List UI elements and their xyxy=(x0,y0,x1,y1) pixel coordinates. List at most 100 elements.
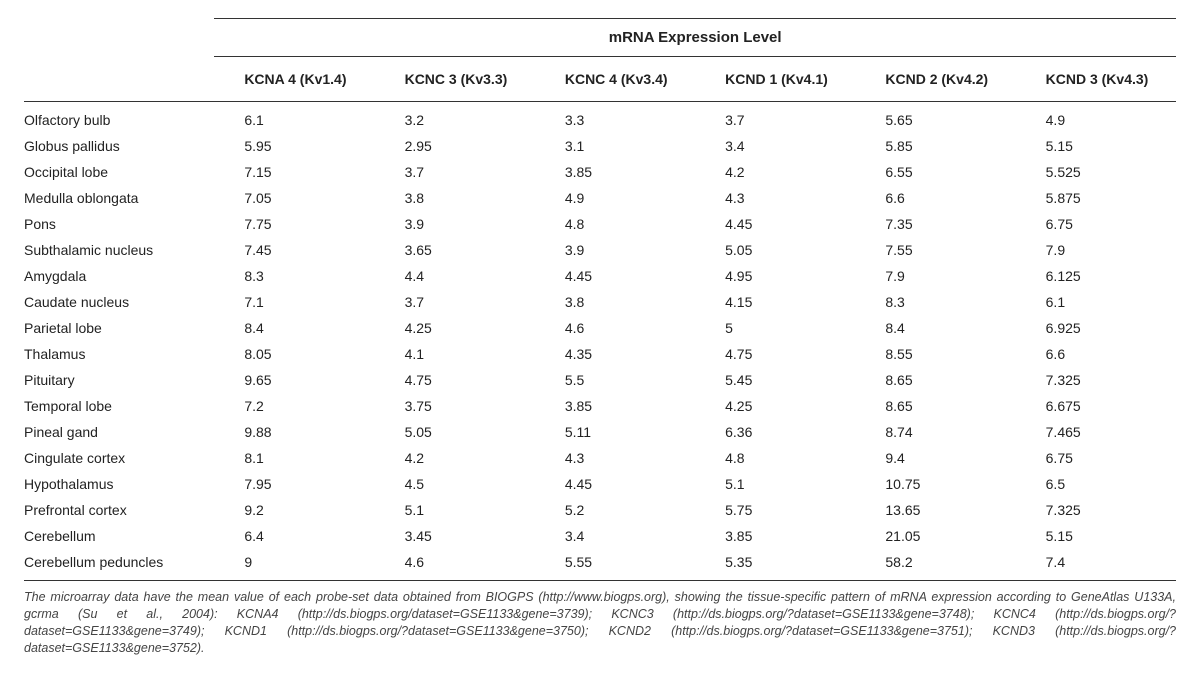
cell-value: 4.95 xyxy=(695,263,855,289)
cell-value: 8.4 xyxy=(855,315,1015,341)
table-row: Cerebellum peduncles94.65.555.3558.27.4 xyxy=(24,549,1176,581)
row-label: Medulla oblongata xyxy=(24,185,214,211)
table-row: Pituitary9.654.755.55.458.657.325 xyxy=(24,367,1176,393)
table-body: Olfactory bulb6.13.23.33.75.654.9Globus … xyxy=(24,102,1176,581)
cell-value: 3.85 xyxy=(535,159,695,185)
row-header-blank xyxy=(24,57,214,102)
cell-value: 6.36 xyxy=(695,419,855,445)
cell-value: 5.85 xyxy=(855,133,1015,159)
cell-value: 4.35 xyxy=(535,341,695,367)
cell-value: 5.55 xyxy=(535,549,695,581)
cell-value: 7.2 xyxy=(214,393,374,419)
cell-value: 7.05 xyxy=(214,185,374,211)
row-label: Prefrontal cortex xyxy=(24,497,214,523)
cell-value: 4.45 xyxy=(535,471,695,497)
cell-value: 4.8 xyxy=(695,445,855,471)
cell-value: 4.9 xyxy=(1016,102,1176,134)
cell-value: 3.7 xyxy=(375,159,535,185)
cell-value: 9.65 xyxy=(214,367,374,393)
cell-value: 8.65 xyxy=(855,393,1015,419)
cell-value: 3.85 xyxy=(695,523,855,549)
cell-value: 3.3 xyxy=(535,102,695,134)
cell-value: 5.525 xyxy=(1016,159,1176,185)
table-footnote: The microarray data have the mean value … xyxy=(24,581,1176,657)
cell-value: 9.88 xyxy=(214,419,374,445)
col-header: KCND 1 (Kv4.1) xyxy=(695,57,855,102)
cell-value: 5 xyxy=(695,315,855,341)
cell-value: 7.45 xyxy=(214,237,374,263)
cell-value: 7.325 xyxy=(1016,367,1176,393)
cell-value: 4.2 xyxy=(695,159,855,185)
cell-value: 3.8 xyxy=(535,289,695,315)
table-row: Globus pallidus5.952.953.13.45.855.15 xyxy=(24,133,1176,159)
col-header: KCNA 4 (Kv1.4) xyxy=(214,57,374,102)
cell-value: 5.1 xyxy=(375,497,535,523)
col-header: KCND 2 (Kv4.2) xyxy=(855,57,1015,102)
cell-value: 3.45 xyxy=(375,523,535,549)
cell-value: 4.6 xyxy=(535,315,695,341)
cell-value: 8.1 xyxy=(214,445,374,471)
row-label: Temporal lobe xyxy=(24,393,214,419)
cell-value: 6.75 xyxy=(1016,211,1176,237)
table-row: Cerebellum6.43.453.43.8521.055.15 xyxy=(24,523,1176,549)
cell-value: 3.9 xyxy=(535,237,695,263)
cell-value: 5.11 xyxy=(535,419,695,445)
cell-value: 7.55 xyxy=(855,237,1015,263)
table-container: mRNA Expression Level KCNA 4 (Kv1.4) KCN… xyxy=(0,0,1200,673)
row-label: Thalamus xyxy=(24,341,214,367)
cell-value: 3.7 xyxy=(375,289,535,315)
cell-value: 6.5 xyxy=(1016,471,1176,497)
blank-corner xyxy=(24,19,214,57)
cell-value: 5.05 xyxy=(695,237,855,263)
cell-value: 8.74 xyxy=(855,419,1015,445)
cell-value: 7.9 xyxy=(855,263,1015,289)
cell-value: 3.7 xyxy=(695,102,855,134)
table-row: Hypothalamus7.954.54.455.110.756.5 xyxy=(24,471,1176,497)
cell-value: 8.3 xyxy=(214,263,374,289)
cell-value: 4.8 xyxy=(535,211,695,237)
cell-value: 4.45 xyxy=(535,263,695,289)
cell-value: 6.6 xyxy=(855,185,1015,211)
row-label: Cingulate cortex xyxy=(24,445,214,471)
cell-value: 58.2 xyxy=(855,549,1015,581)
row-label: Occipital lobe xyxy=(24,159,214,185)
cell-value: 3.1 xyxy=(535,133,695,159)
table-row: Pineal gand9.885.055.116.368.747.465 xyxy=(24,419,1176,445)
cell-value: 4.15 xyxy=(695,289,855,315)
row-label: Cerebellum peduncles xyxy=(24,549,214,581)
cell-value: 3.4 xyxy=(695,133,855,159)
col-header: KCNC 3 (Kv3.3) xyxy=(375,57,535,102)
table-row: Temporal lobe7.23.753.854.258.656.675 xyxy=(24,393,1176,419)
cell-value: 9 xyxy=(214,549,374,581)
table-row: Caudate nucleus7.13.73.84.158.36.1 xyxy=(24,289,1176,315)
col-header: KCND 3 (Kv4.3) xyxy=(1016,57,1176,102)
table-row: Cingulate cortex8.14.24.34.89.46.75 xyxy=(24,445,1176,471)
cell-value: 6.6 xyxy=(1016,341,1176,367)
cell-value: 4.25 xyxy=(375,315,535,341)
cell-value: 4.1 xyxy=(375,341,535,367)
cell-value: 4.25 xyxy=(695,393,855,419)
row-label: Subthalamic nucleus xyxy=(24,237,214,263)
cell-value: 8.3 xyxy=(855,289,1015,315)
cell-value: 4.3 xyxy=(535,445,695,471)
cell-value: 2.95 xyxy=(375,133,535,159)
cell-value: 3.65 xyxy=(375,237,535,263)
cell-value: 7.1 xyxy=(214,289,374,315)
cell-value: 7.95 xyxy=(214,471,374,497)
row-label: Cerebellum xyxy=(24,523,214,549)
table-row: Amygdala8.34.44.454.957.96.125 xyxy=(24,263,1176,289)
cell-value: 4.3 xyxy=(695,185,855,211)
cell-value: 5.875 xyxy=(1016,185,1176,211)
cell-value: 21.05 xyxy=(855,523,1015,549)
cell-value: 4.5 xyxy=(375,471,535,497)
row-label: Pons xyxy=(24,211,214,237)
cell-value: 4.45 xyxy=(695,211,855,237)
row-label: Hypothalamus xyxy=(24,471,214,497)
row-label: Caudate nucleus xyxy=(24,289,214,315)
expression-table: mRNA Expression Level KCNA 4 (Kv1.4) KCN… xyxy=(24,18,1176,581)
cell-value: 9.4 xyxy=(855,445,1015,471)
table-row: Subthalamic nucleus7.453.653.95.057.557.… xyxy=(24,237,1176,263)
table-row: Thalamus8.054.14.354.758.556.6 xyxy=(24,341,1176,367)
cell-value: 4.75 xyxy=(695,341,855,367)
row-label: Pituitary xyxy=(24,367,214,393)
